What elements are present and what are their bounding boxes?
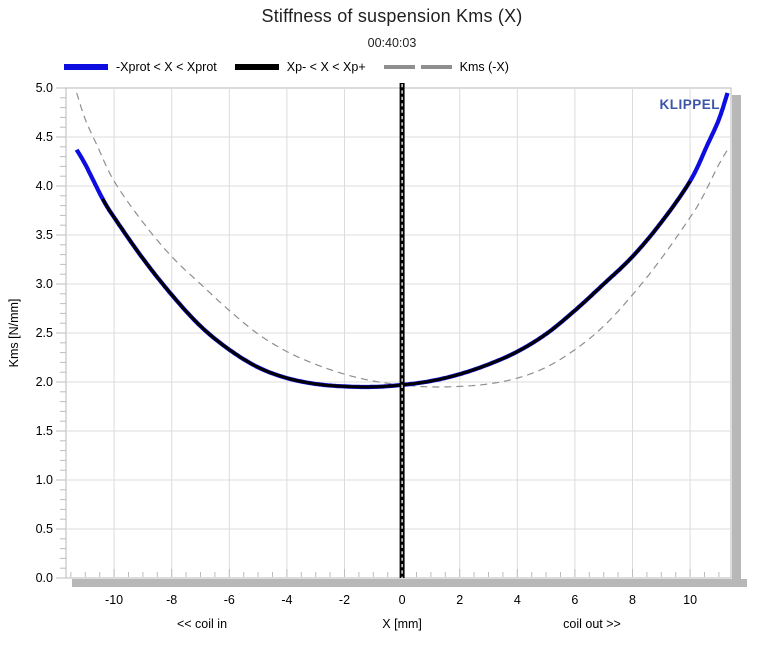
chart-title: Stiffness of suspension Kms (X) — [261, 6, 523, 26]
y-tick-label: 1.5 — [36, 424, 53, 438]
x-tick-label: 6 — [571, 593, 578, 607]
x-tick-label: 10 — [683, 593, 697, 607]
legend-label-xprot: -Xprot < X < Xprot — [116, 60, 217, 74]
y-tick-label: 0.5 — [36, 522, 53, 536]
zero-position-marker — [399, 83, 405, 578]
x-tick-label: -10 — [105, 593, 123, 607]
y-tick-label: 3.0 — [36, 277, 53, 291]
legend-dash-segment — [383, 65, 415, 69]
x-tick-label: 2 — [456, 593, 463, 607]
curve-kms-measured-range — [101, 180, 692, 389]
legend-item-xprot: -Xprot < X < Xprot — [64, 60, 217, 74]
legend-label-xp: Xp- < X < Xp+ — [286, 60, 366, 74]
y-tick-label: 0.0 — [36, 571, 53, 585]
legend: -Xprot < X < Xprot Xp- < X < Xp+ Kms (-X… — [64, 59, 509, 75]
x-axis-label: X [mm] — [382, 617, 422, 631]
plot-shadow-right — [732, 95, 741, 586]
y-axis-label: Kms [N/mm] — [7, 299, 21, 368]
x-tick-label: 0 — [399, 593, 406, 607]
legend-dash-segment — [420, 65, 452, 69]
y-tick-label: 1.0 — [36, 473, 53, 487]
y-tick-label: 4.0 — [36, 179, 53, 193]
x-tick-label: -8 — [166, 593, 177, 607]
y-tick-label: 3.5 — [36, 228, 53, 242]
legend-item-kms-mirror: Kms (-X) — [383, 60, 509, 74]
coil-out-annotation: coil out >> — [563, 617, 621, 631]
legend-swatch-blue — [64, 64, 108, 70]
x-tick-label: -2 — [339, 593, 350, 607]
klippel-watermark: KLIPPEL — [659, 97, 720, 112]
chart-subtitle: 00:40:03 — [367, 36, 417, 50]
y-tick-label: 4.5 — [36, 130, 53, 144]
y-tick-label: 5.0 — [36, 81, 53, 95]
legend-label-kms-mirror: Kms (-X) — [459, 60, 509, 74]
legend-swatch-gray-dashed — [383, 65, 452, 69]
x-tick-label: -6 — [224, 593, 235, 607]
legend-swatch-black — [234, 64, 279, 70]
plot-shadow-bottom — [72, 579, 747, 587]
x-tick-label: -4 — [281, 593, 292, 607]
x-tick-label: 8 — [629, 593, 636, 607]
coil-in-annotation: << coil in — [177, 617, 227, 631]
legend-item-xp: Xp- < X < Xp+ — [234, 60, 366, 74]
y-tick-label: 2.5 — [36, 326, 53, 340]
y-tick-label: 2.0 — [36, 375, 53, 389]
x-tick-label: 4 — [514, 593, 521, 607]
